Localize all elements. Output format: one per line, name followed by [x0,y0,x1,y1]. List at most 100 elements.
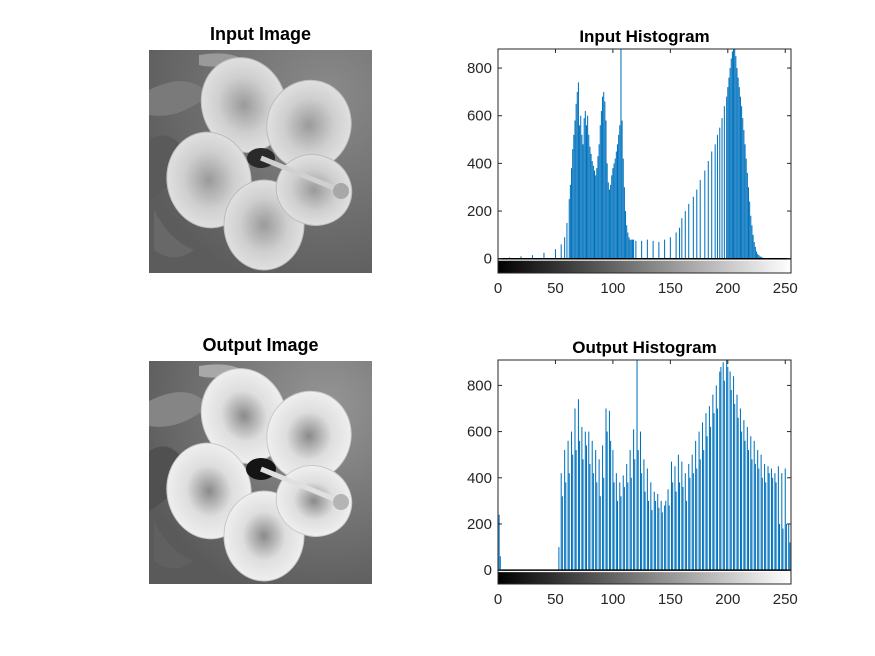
histogram-bar [591,440,593,571]
histogram-bar [607,182,609,259]
histogram-bar [543,252,545,259]
output-image [149,361,372,584]
histogram-bar [674,466,676,571]
histogram-bar [591,161,593,259]
histogram-bar [603,91,605,259]
histogram-bar [637,450,639,571]
histogram-bar [660,500,662,571]
histogram-bar [692,473,694,571]
histogram-bar [772,477,774,571]
histogram-bar [752,234,754,259]
histogram-bar [658,507,660,571]
histogram-bar [610,184,612,259]
histogram-bar [692,196,694,259]
histogram-bar [704,170,706,259]
histogram-bar [582,144,584,259]
histogram-bar [734,403,736,571]
histogram-bar [736,394,738,571]
histogram-bar [699,459,701,571]
histogram-bar [730,58,732,259]
histogram-bar [727,87,729,259]
histogram-bar [650,482,652,571]
histogram-bar [658,242,660,259]
histogram-bar [785,523,787,571]
histogram-bar [596,482,598,571]
histogram-bar [733,376,735,571]
histogram-bar [781,473,783,571]
grayscale-colorbar [498,260,791,273]
histogram-bar [622,475,624,571]
histogram-bar [581,134,583,259]
histogram-bar [606,163,608,259]
histogram-bar [768,473,770,571]
histogram-bar [759,256,761,259]
histogram-bar [747,450,750,571]
histogram-bar [751,225,753,259]
histogram-bar [727,366,729,571]
histogram-bar [651,510,653,571]
histogram-bar [636,360,638,571]
histogram-bar [745,158,747,259]
grayscale-colorbar [498,572,791,584]
histogram-bar [737,77,739,259]
histogram-bar [707,161,709,259]
histogram-bar [587,115,589,259]
input-histogram: Input Histogram 0 200 400 600 800 0 50 100 150 200… [467,27,798,297]
histogram-bar [754,246,756,259]
histogram-bar [598,144,600,259]
histogram-bar [583,118,585,259]
histogram-bar [631,239,633,259]
histogram-bar [616,144,619,259]
histogram-bar [669,237,671,259]
histogram-bar [719,127,721,259]
histogram-bar [688,463,690,571]
histogram-bar [738,87,740,259]
histogram-bar [731,51,733,259]
histogram-bar [782,528,784,571]
histogram-bar [588,431,590,571]
y-tick-label: 600 [467,108,492,125]
histogram-bar [641,240,643,259]
histogram-bar [760,454,762,571]
histogram-bar [696,189,698,259]
histogram-bar [623,187,625,259]
input-image-title: Input Image [209,24,311,44]
histogram-bar [571,168,573,259]
histogram-bar [623,487,625,571]
y-tick-label: 0 [484,251,492,268]
histogram-bar [681,461,683,571]
histogram-bar [606,431,608,571]
histogram-bar [641,473,643,571]
histogram-bar [739,96,741,259]
y-tick-label: 800 [467,60,492,77]
histogram-bar [685,500,687,571]
x-tick-label: 250 [773,591,798,608]
histogram-bar [758,255,760,259]
histogram-bar [677,454,679,571]
histogram-bar [682,487,684,571]
histogram-bar [712,394,714,571]
histogram-bar [613,482,615,571]
histogram-bar [679,227,681,259]
histogram-bar [560,473,562,571]
histogram-bar [634,459,636,571]
histogram-bar [608,189,610,259]
histogram-bar [561,496,563,571]
histogram-bar [627,232,629,259]
histogram-bar [630,477,632,571]
x-tick-label: 200 [715,591,740,608]
hibiscus-flower-picture [149,50,372,273]
histogram-bar [664,239,666,259]
histogram-bar [628,237,630,259]
histogram-bar [708,406,710,571]
histogram-bar [584,110,586,259]
y-tick-label: 400 [467,470,492,487]
histogram-bar [754,463,756,571]
histogram-bar [595,450,597,571]
histogram-bar [630,239,632,259]
histogram-bar [554,249,556,259]
axes-frame [497,359,792,585]
histogram-bar [756,251,758,259]
histogram-bar [605,120,607,259]
